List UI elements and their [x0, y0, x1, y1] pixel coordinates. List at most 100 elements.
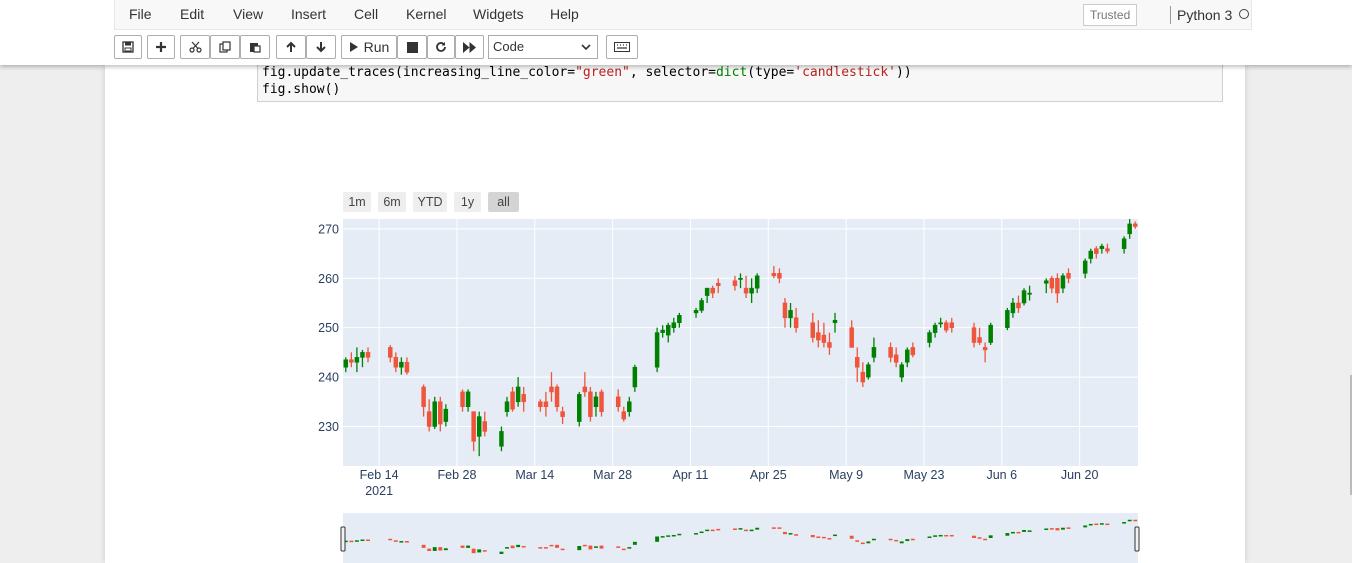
range-button-all[interactable]: [488, 192, 519, 212]
insert-cell-button[interactable]: [147, 35, 175, 59]
slider-candle: [732, 528, 737, 530]
candle-up: [754, 275, 760, 289]
candle-up: [677, 315, 682, 324]
slider-candle: [538, 547, 543, 549]
slider-candle: [1005, 533, 1010, 536]
slider-candle: [460, 545, 465, 548]
candle-down: [971, 327, 977, 343]
range-slider-right-handle[interactable]: [1134, 526, 1140, 552]
candle-down: [521, 394, 526, 403]
slider-candle: [632, 541, 637, 545]
slider-candle: [393, 540, 398, 542]
slider-candle: [794, 534, 799, 536]
slider-candle: [466, 545, 471, 548]
code-line-1: fig.update_traces(increasing_line_color=…: [262, 65, 912, 80]
slider-candle: [660, 536, 665, 538]
x-tick-label: Feb 28: [438, 468, 477, 482]
slider-candle: [905, 539, 910, 542]
candle-up: [504, 401, 510, 412]
candle-up: [515, 386, 521, 403]
plot-area: [343, 219, 1138, 466]
slider-candle: [1127, 519, 1132, 522]
menu-cell[interactable]: Cell: [354, 6, 379, 22]
range-button-1m[interactable]: [343, 192, 371, 212]
cell-type-select[interactable]: Code: [488, 35, 598, 59]
menu-help[interactable]: Help: [550, 6, 579, 22]
cut-button[interactable]: [180, 35, 210, 59]
x-tick-label: Apr 25: [750, 468, 787, 482]
menu-widgets[interactable]: Widgets: [473, 6, 524, 22]
y-axis: 230 240 250 260 270: [318, 222, 339, 434]
paste-icon: [250, 43, 261, 53]
trusted-indicator[interactable]: Trusted: [1083, 4, 1138, 26]
y-tick-label: 270: [318, 222, 339, 236]
candles: [343, 219, 1138, 457]
scissors-icon: [188, 41, 202, 53]
code-cell-input[interactable]: fig.update_traces(increasing_line_color=…: [257, 59, 1223, 102]
save-button[interactable]: [114, 35, 142, 59]
menu-kernel[interactable]: Kernel: [406, 6, 447, 22]
candle-up: [665, 324, 671, 336]
range-button-ytd[interactable]: [413, 192, 447, 212]
candle-up: [1044, 280, 1049, 284]
paste-button[interactable]: [240, 35, 270, 59]
candle-up: [354, 357, 360, 363]
slider-candle: [749, 529, 754, 532]
kernel-name[interactable]: Python 3: [1177, 7, 1233, 23]
slider-candle: [594, 546, 598, 548]
slider-candle: [477, 549, 482, 553]
range-button-6m[interactable]: [378, 192, 406, 212]
candle-up: [927, 332, 932, 343]
candle-down: [849, 327, 854, 348]
slider-candle: [710, 529, 715, 532]
restart-run-all-button[interactable]: [455, 35, 484, 59]
candle-down: [560, 411, 565, 417]
x-tick-label: May 23: [903, 468, 944, 482]
candle-up: [660, 329, 665, 333]
range-button-1y[interactable]: [454, 192, 481, 212]
x-tick-label: May 9: [829, 468, 863, 482]
run-button[interactable]: Run: [341, 35, 397, 59]
interrupt-button[interactable]: [397, 35, 427, 59]
slider-candle: [438, 547, 443, 551]
range-button-label: all: [497, 195, 510, 209]
menu-insert[interactable]: Insert: [291, 6, 327, 22]
candle-down: [943, 322, 949, 331]
slider-candle: [1022, 530, 1026, 532]
command-palette-button[interactable]: [606, 35, 638, 59]
copy-button[interactable]: [210, 35, 240, 59]
range-slider-handles[interactable]: [340, 526, 1140, 552]
menu-view[interactable]: View: [233, 6, 264, 22]
slider-candle: [983, 538, 988, 541]
slider-candle: [827, 538, 832, 540]
move-down-button[interactable]: [306, 35, 336, 59]
slider-candle: [616, 546, 621, 548]
candle-down: [1105, 248, 1110, 252]
candle-up: [899, 364, 904, 378]
slider-candle: [744, 529, 749, 532]
range-slider-left-handle[interactable]: [340, 526, 346, 552]
restart-button[interactable]: [427, 35, 455, 59]
slider-candle: [599, 545, 604, 549]
slider-candle: [671, 534, 676, 537]
slider-candle: [404, 541, 409, 543]
candle-up: [1082, 260, 1088, 274]
candle-up: [738, 277, 743, 280]
scrollbar[interactable]: [1350, 375, 1352, 495]
candle-down: [977, 337, 982, 343]
slider-candle: [1099, 523, 1104, 525]
move-up-button[interactable]: [276, 35, 306, 59]
candle-up: [1099, 245, 1105, 249]
menu-edit[interactable]: Edit: [180, 6, 205, 22]
candle-up: [905, 349, 910, 363]
range-slider[interactable]: [343, 513, 1138, 563]
candle-down: [549, 386, 554, 393]
menu-file[interactable]: File: [129, 6, 152, 22]
candle-down: [827, 342, 832, 348]
candle-down: [743, 287, 749, 294]
y-tick-label: 230: [318, 420, 339, 434]
range-button-label: 1y: [461, 195, 475, 209]
slider-candle: [560, 548, 565, 551]
candle-down: [732, 280, 738, 286]
